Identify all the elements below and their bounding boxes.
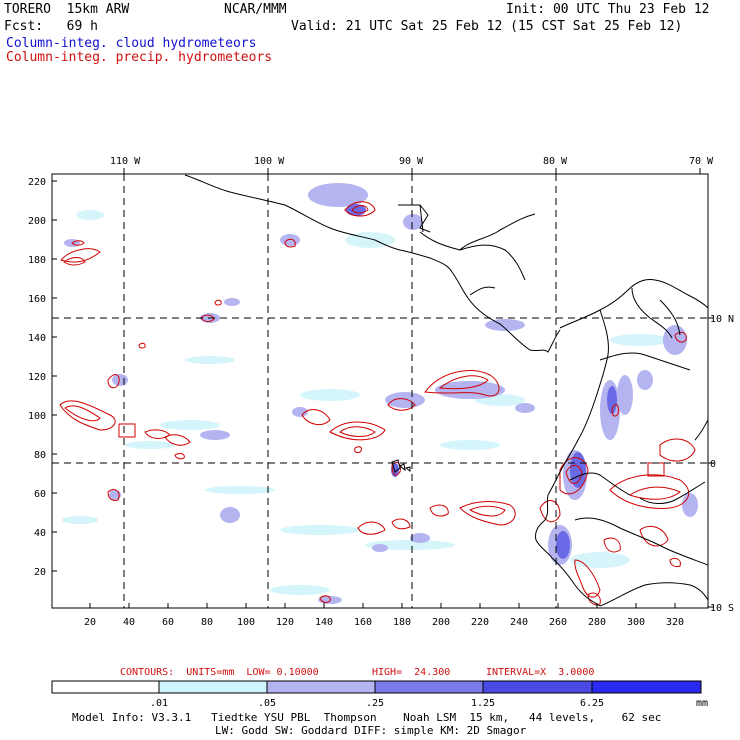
graticule [52, 174, 708, 608]
contour-units: CONTOURS: UNITS=mm LOW= 0.10000 [120, 667, 319, 678]
field-precip-label: Column-integ. precip. hydrometeors [6, 50, 273, 65]
x-tick: 40 [123, 617, 135, 628]
cloud-shading [62, 210, 670, 595]
model-info-line2: LW: Godd SW: Goddard DIFF: simple KM: 2D… [215, 724, 527, 737]
lat-label-0: 0 [710, 459, 716, 470]
center-label: NCAR/MMM [224, 2, 287, 17]
colorbar-level: .25 [366, 698, 384, 709]
x-tick: 140 [315, 617, 333, 628]
y-tick: 40 [34, 528, 46, 539]
contour-interval: INTERVAL=X 3.0000 [486, 667, 595, 678]
y-tick: 160 [28, 294, 46, 305]
x-tick: 260 [549, 617, 567, 628]
x-tick: 160 [354, 617, 372, 628]
y-tick: 220 [28, 177, 46, 188]
x-tick: 80 [201, 617, 213, 628]
y-tick: 120 [28, 372, 46, 383]
lat-label-10n: 10 N [710, 314, 734, 325]
x-tick: 180 [393, 617, 411, 628]
x-tick: 320 [666, 617, 684, 628]
lon-label-90w: 90 W [399, 156, 424, 167]
x-tick: 300 [627, 617, 645, 628]
x-tick: 120 [276, 617, 294, 628]
coastline [184, 174, 709, 607]
contour-high: HIGH= 24.300 [372, 667, 451, 678]
valid-time: Valid: 21 UTC Sat 25 Feb 12 (15 CST Sat … [291, 19, 683, 34]
colorbar-level: .05 [258, 698, 276, 709]
x-tick: 240 [510, 617, 528, 628]
colorbar-level: 6.25 [580, 698, 604, 709]
y-tick: 100 [28, 411, 46, 422]
y-tick: 20 [34, 567, 46, 578]
forecast-hour: Fcst: 69 h [4, 19, 98, 34]
lon-ticks [123, 168, 714, 608]
x-tick: 100 [237, 617, 255, 628]
colorbar [51, 680, 702, 694]
cloud-shading-high [346, 204, 617, 559]
y-tick: 140 [28, 333, 46, 344]
y-tick: 200 [28, 216, 46, 227]
x-tick: 20 [84, 617, 96, 628]
model-title: TORERO 15km ARW [4, 2, 130, 17]
lat-label-10s: 10 S [710, 603, 734, 614]
model-info-line1: Model Info: V3.3.1 Tiedtke YSU PBL Thomp… [72, 711, 662, 724]
x-tick: 280 [588, 617, 606, 628]
y-tick: 80 [34, 450, 46, 461]
lon-label-70w: 70 W [689, 156, 714, 167]
islands [391, 459, 411, 473]
lon-label-80w: 80 W [543, 156, 568, 167]
map-frame [51, 173, 709, 609]
x-tick: 220 [471, 617, 489, 628]
colorbar-level: .01 [150, 698, 168, 709]
y-tick: 180 [28, 255, 46, 266]
colorbar-level: 1.25 [471, 698, 495, 709]
field-cloud-label: Column-integ. cloud hydrometeors [6, 36, 257, 51]
x-tick: 200 [432, 617, 450, 628]
lon-label-110w: 110 W [110, 156, 141, 167]
x-tick: 60 [162, 617, 174, 628]
y-tick: 60 [34, 489, 46, 500]
init-time: Init: 00 UTC Thu 23 Feb 12 [506, 2, 710, 17]
colorbar-unit: mm [696, 698, 708, 709]
lon-label-100w: 100 W [254, 156, 285, 167]
